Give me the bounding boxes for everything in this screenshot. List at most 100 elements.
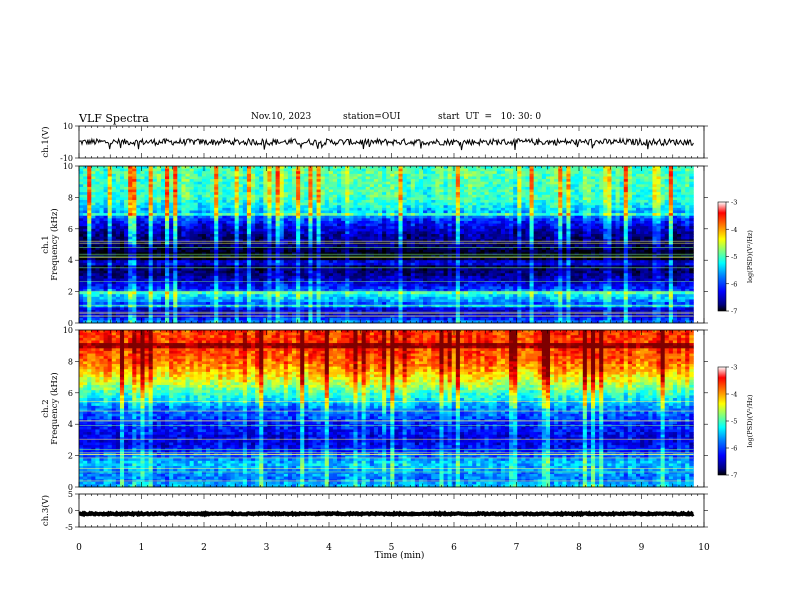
spectrogram-cell xyxy=(554,184,559,188)
spectrogram-cell xyxy=(398,239,403,243)
spectrogram-cell xyxy=(590,231,596,235)
spectrogram-cell xyxy=(291,166,297,170)
spectrogram-cell xyxy=(87,200,92,204)
spectrogram-cell xyxy=(439,197,444,201)
spectrogram-cell xyxy=(418,200,424,204)
spectrogram-cell xyxy=(685,231,690,235)
spectrogram-cell xyxy=(676,226,682,230)
spectrogram-cell xyxy=(517,236,522,240)
spectrogram-cell xyxy=(185,197,190,201)
spectrogram-cell xyxy=(509,176,514,180)
spectrogram-cell xyxy=(255,223,260,227)
spectrogram-cell xyxy=(664,223,670,227)
spectrogram-cell xyxy=(132,210,137,214)
spectrogram-cell xyxy=(119,176,125,180)
spectrogram-cell xyxy=(238,168,244,172)
spectrogram-cell xyxy=(406,220,412,224)
spectrogram-cell xyxy=(631,171,637,175)
spectrogram-cell xyxy=(410,181,416,185)
spectrogram-cell xyxy=(459,205,465,209)
spectrogram-cell xyxy=(509,194,514,198)
spectrogram-cell xyxy=(529,220,535,224)
spectrogram-cell xyxy=(107,166,113,170)
spectrogram-cell xyxy=(99,168,104,172)
spectrogram-cell xyxy=(263,205,268,209)
spectrogram-cell xyxy=(226,192,231,196)
spectrogram-cell xyxy=(447,210,453,214)
spectrogram-cell xyxy=(201,226,207,230)
spectrogram-cell xyxy=(148,223,154,227)
spectrogram-cell xyxy=(521,220,526,224)
spectrogram-cell xyxy=(406,194,412,198)
spectrogram-cell xyxy=(95,171,100,175)
spectrogram-cell xyxy=(246,192,252,196)
spectrogram-cell xyxy=(447,173,453,177)
spectrogram-cell xyxy=(607,226,612,230)
spectrogram-cell xyxy=(595,213,600,217)
spectrogram-cell xyxy=(83,231,88,235)
spectrogram-cell xyxy=(177,207,182,211)
spectrogram-cell xyxy=(275,192,281,196)
spectrogram-cell xyxy=(500,223,506,227)
spectrogram-cell xyxy=(300,168,305,172)
spectrogram-cell xyxy=(529,218,535,222)
spectrogram-cell xyxy=(427,207,432,211)
spectrogram-cell xyxy=(103,173,109,177)
spectrogram-cell xyxy=(197,207,203,211)
spectrogram-cell xyxy=(345,231,350,235)
spectrogram-cell xyxy=(382,223,387,227)
spectrogram-cell xyxy=(496,228,502,232)
spectrogram-cell xyxy=(681,223,686,227)
spectrogram-cell xyxy=(165,236,170,240)
spectrogram-cell xyxy=(484,210,489,214)
spectrogram-cell xyxy=(308,202,313,206)
spectrogram-cell xyxy=(660,234,666,238)
spectrogram-cell xyxy=(365,168,371,172)
spectrogram-cell xyxy=(103,202,109,206)
spectrogram-cell xyxy=(627,239,633,243)
spectrogram-cell xyxy=(238,207,244,211)
spectrogram-cell xyxy=(676,228,682,232)
spectrogram-cell xyxy=(451,207,457,211)
spectrogram-cell xyxy=(435,181,440,185)
spectrogram-cell xyxy=(521,234,526,238)
spectrogram-cell xyxy=(541,189,547,193)
spectrogram-cell xyxy=(349,239,354,243)
spectrogram-cell xyxy=(644,200,649,204)
spectrogram-cell xyxy=(529,247,535,251)
spectrogram-cell xyxy=(431,202,436,206)
spectrogram-cell xyxy=(148,171,154,175)
spectrogram-cell xyxy=(300,236,305,240)
spectrogram-cell xyxy=(439,173,444,177)
spectrogram-cell xyxy=(402,220,408,224)
spectrogram-cell xyxy=(205,205,211,209)
spectrogram-cell xyxy=(332,215,338,219)
spectrogram-cell xyxy=(279,210,285,214)
spectrogram-cell xyxy=(545,197,551,201)
spectrogram-cell xyxy=(246,231,252,235)
spectrogram-cell xyxy=(652,226,657,230)
spectrogram-cell xyxy=(365,223,371,227)
spectrogram-cell xyxy=(402,171,408,175)
spectrogram-cell xyxy=(128,173,133,177)
spectrogram-cell xyxy=(279,179,285,183)
spectrogram-cell xyxy=(99,202,104,206)
spectrogram-cell xyxy=(455,202,461,206)
spectrogram-cell xyxy=(570,202,575,206)
spectrogram-cell xyxy=(365,220,371,224)
spectrogram-cell xyxy=(115,171,121,175)
spectrogram-cell xyxy=(578,234,584,238)
spectrogram-cell xyxy=(599,173,604,177)
spectrogram-cell xyxy=(685,179,690,183)
spectrogram-cell xyxy=(95,202,100,206)
spectrogram-cell xyxy=(275,186,281,190)
spectrogram-cell xyxy=(550,205,555,209)
spectrogram-cell xyxy=(607,218,612,222)
spectrogram-cell xyxy=(582,179,588,183)
spectrogram-cell xyxy=(111,210,117,214)
spectrogram-cell xyxy=(656,173,662,177)
spectrogram-cell xyxy=(308,181,313,185)
spectrogram-cell xyxy=(574,202,580,206)
spectrogram-cell xyxy=(418,210,424,214)
spectrogram-cell xyxy=(664,244,670,248)
